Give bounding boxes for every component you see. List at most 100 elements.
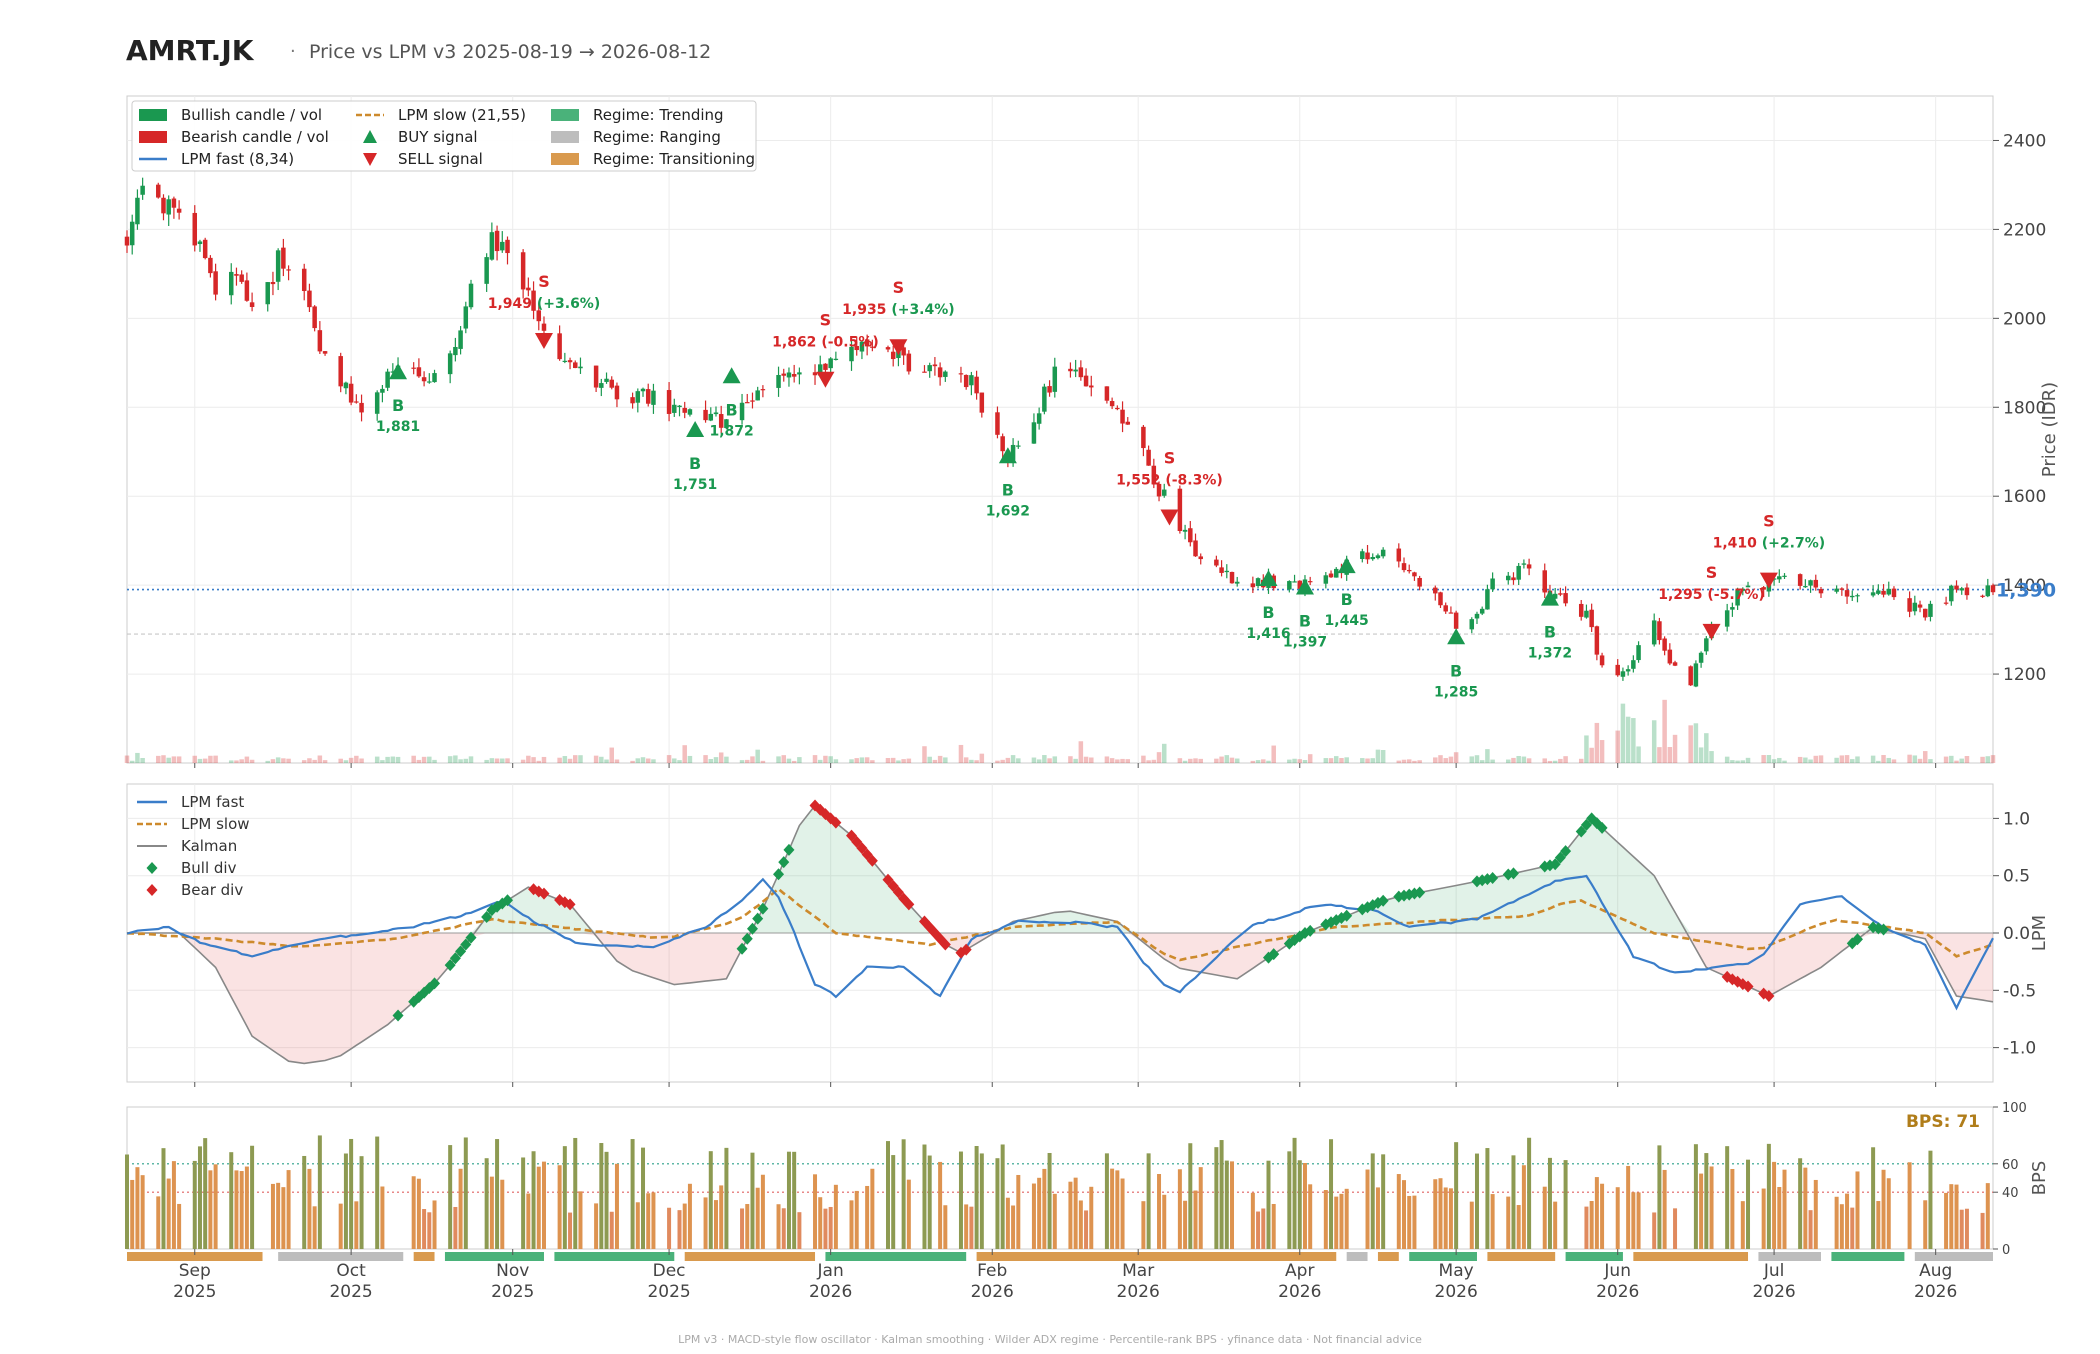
- bear-div-marker: [939, 938, 951, 951]
- volume-bar: [1141, 755, 1146, 763]
- x-tick-year: 2026: [1596, 1282, 1639, 1302]
- bullish-candle: [228, 271, 234, 296]
- volume-bar: [1198, 758, 1203, 763]
- volume-bar: [1323, 758, 1329, 763]
- bps-bar: [1402, 1180, 1407, 1249]
- bearish-candle: [411, 367, 416, 369]
- volume-bar: [1558, 758, 1563, 763]
- bps-bar: [1907, 1162, 1912, 1249]
- volume-bar: [1287, 759, 1292, 763]
- volume-bar: [995, 760, 1000, 763]
- volume-bar: [890, 757, 896, 763]
- lpm-tick-label: -0.5: [2003, 981, 2036, 1001]
- bearish-candle: [531, 290, 536, 311]
- volume-bar: [1959, 758, 1964, 763]
- volume-bar: [505, 758, 510, 763]
- volume-bar: [1589, 747, 1594, 763]
- bps-bar: [813, 1174, 818, 1249]
- bearish-candle: [901, 347, 906, 356]
- bearish-candle: [208, 257, 213, 274]
- bps-bar: [1188, 1143, 1193, 1249]
- bearish-candle: [1813, 579, 1819, 588]
- bps-bar: [1256, 1211, 1261, 1249]
- volume-bar: [1401, 759, 1407, 763]
- bullish-candle: [1036, 413, 1042, 424]
- buy-signal-marker: [1540, 589, 1559, 606]
- volume-bar: [645, 758, 651, 763]
- volume-bar: [1052, 756, 1058, 763]
- volume-bar: [1578, 758, 1584, 763]
- bps-axis-label: BPS: [2029, 1161, 2050, 1196]
- volume-bar: [1698, 747, 1704, 763]
- bullish-candle: [927, 365, 932, 372]
- bearish-candle: [317, 330, 323, 352]
- volume-bar: [817, 759, 823, 763]
- bull-div-marker: [501, 894, 513, 907]
- buy-signal-marker: [722, 367, 741, 384]
- volume-bar: [1266, 760, 1271, 763]
- bearish-candle: [963, 374, 969, 388]
- sell-signal-result: 1,295 (-5.7%): [1658, 587, 1765, 603]
- volume-bar: [1657, 747, 1662, 763]
- bearish-candle: [1578, 603, 1584, 617]
- bps-bar: [1876, 1201, 1881, 1249]
- x-tick-month: Jun: [1603, 1261, 1631, 1281]
- x-tick-year: 2025: [329, 1282, 372, 1302]
- bullish-candle: [1042, 386, 1047, 412]
- bullish-candle: [1584, 610, 1589, 618]
- volume-bar: [885, 757, 891, 763]
- x-tick-month: Sep: [179, 1261, 211, 1281]
- volume-bar: [1855, 756, 1860, 763]
- bearish-candle: [1078, 367, 1084, 378]
- sell-signal-price: 1,949: [488, 296, 537, 312]
- buy-signal-marker: [1295, 578, 1314, 595]
- bps-bar: [1740, 1201, 1745, 1249]
- legend-diamond-swatch: [146, 862, 158, 874]
- legend-swatch: [551, 153, 579, 165]
- legend-label: SELL signal: [398, 150, 483, 168]
- bear-div-marker: [866, 854, 878, 867]
- bps-bar: [495, 1139, 500, 1249]
- bps-bar: [1563, 1160, 1568, 1249]
- bps-bar: [1110, 1168, 1115, 1249]
- bps-bar: [1798, 1158, 1803, 1249]
- bps-bar: [1005, 1197, 1010, 1249]
- bullish-candle: [1052, 366, 1058, 392]
- volume-bar: [708, 759, 714, 763]
- volume-bar: [1010, 755, 1016, 763]
- bps-bar: [427, 1212, 432, 1249]
- bullish-candle: [1224, 570, 1230, 573]
- bps-bar: [1730, 1168, 1735, 1249]
- bull-div-marker: [1575, 825, 1587, 838]
- x-tick-month: Aug: [1919, 1261, 1952, 1281]
- bullish-candle: [1651, 620, 1657, 645]
- volume-bar: [234, 760, 239, 763]
- bps-bar: [1850, 1207, 1855, 1249]
- bullish-candle: [484, 257, 489, 284]
- buy-signal-price: 1,751: [673, 477, 717, 493]
- bps-bar: [708, 1151, 713, 1249]
- volume-bar: [359, 758, 364, 763]
- bearish-candle: [1229, 571, 1235, 584]
- price-axis-label: Price (IDR): [2039, 382, 2060, 477]
- bps-bar: [197, 1146, 202, 1249]
- bearish-candle: [791, 374, 797, 377]
- bps-bar: [1662, 1169, 1667, 1249]
- ticker-title: AMRT.JK: [126, 34, 255, 67]
- volume-bar: [1834, 757, 1839, 763]
- volume-bar: [489, 758, 495, 763]
- bps-bar: [1302, 1163, 1307, 1249]
- bps-bar: [719, 1185, 724, 1249]
- x-tick-month: May: [1439, 1261, 1474, 1281]
- chart-header: AMRT.JK · Price vs LPM v3 2025-08-19 → 2…: [126, 34, 711, 67]
- sell-signal-pct: (+3.4%): [891, 302, 954, 318]
- bearish-candle: [520, 252, 526, 290]
- volume-bar: [1406, 759, 1412, 763]
- regime-band: [127, 1252, 263, 1261]
- volume-bar: [270, 759, 276, 763]
- bearish-candle: [1120, 409, 1125, 424]
- buy-signal-price: 1,692: [986, 503, 1030, 519]
- bearish-candle: [718, 414, 724, 428]
- bullish-candle: [1724, 610, 1730, 627]
- volume-bar: [208, 755, 213, 763]
